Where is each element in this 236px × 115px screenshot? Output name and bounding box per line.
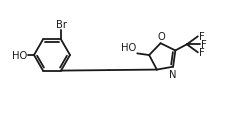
Text: F: F	[199, 32, 205, 42]
Text: HO: HO	[12, 51, 27, 60]
Text: F: F	[201, 40, 206, 50]
Text: O: O	[158, 31, 165, 41]
Text: Br: Br	[55, 20, 67, 30]
Text: N: N	[169, 69, 177, 79]
Text: HO: HO	[121, 43, 136, 53]
Text: F: F	[199, 48, 205, 58]
